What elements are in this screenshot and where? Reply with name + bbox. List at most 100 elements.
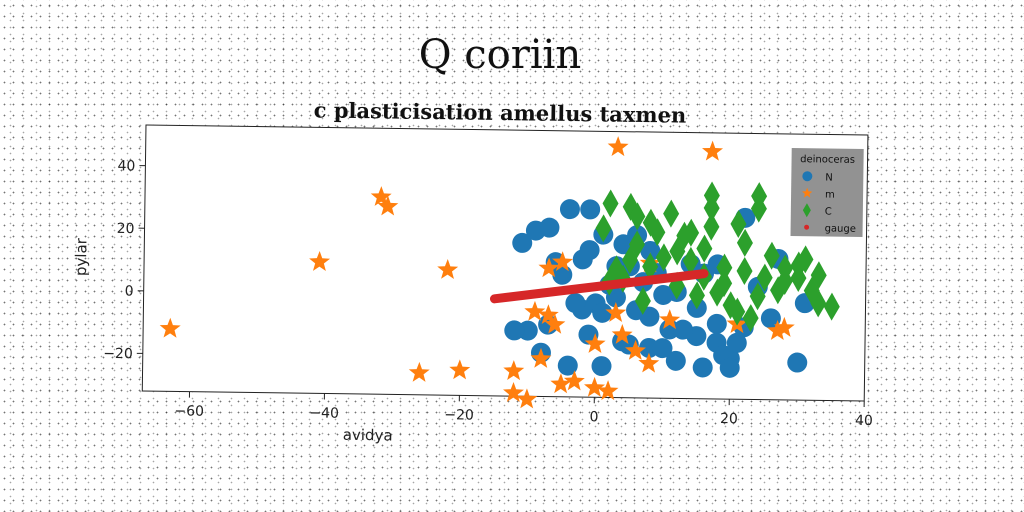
series-n-point (580, 199, 601, 220)
x-axis-label: avidya (343, 426, 393, 445)
series-c-point (810, 289, 827, 318)
series-m-point (584, 333, 606, 354)
legend-box (790, 147, 864, 237)
series-c-point (676, 221, 693, 250)
series-c-point (729, 297, 746, 326)
series-n-point (557, 355, 578, 376)
plot-area (141, 124, 869, 402)
series-m-point (544, 313, 566, 334)
legend-marker-c (802, 203, 811, 218)
series-n-point (692, 357, 713, 378)
series-m-point (159, 317, 181, 338)
series-c-point (810, 261, 827, 290)
y-tick-label: 20 (117, 221, 135, 237)
y-tick-label: 0 (125, 284, 134, 300)
legend-label-gauge: gauge (825, 223, 856, 234)
series-n-point (706, 313, 727, 334)
series-c-point (663, 199, 680, 228)
series-n-point (672, 319, 693, 340)
series-n-point (565, 293, 586, 314)
series-m-point (408, 361, 430, 382)
series-c-point (642, 208, 659, 237)
series-c-point (628, 230, 645, 259)
series-c-point (595, 214, 612, 243)
series-n-point (665, 350, 686, 371)
series-c-point (649, 218, 666, 247)
series-m-point (552, 251, 573, 272)
series-c-point (642, 252, 659, 281)
series-m-point (625, 339, 646, 360)
series-m-point (659, 309, 681, 330)
series-c-point (736, 228, 753, 257)
x-tick-label: −40 (309, 405, 339, 421)
x-tick-label: 40 (855, 413, 873, 429)
x-tick-label: 0 (589, 409, 598, 425)
series-n-point (612, 331, 633, 352)
x-tick-label: −60 (174, 403, 204, 419)
series-n-point (591, 356, 612, 377)
series-n-point (787, 352, 808, 373)
series-n-point (726, 332, 747, 353)
series-n-point (760, 308, 781, 329)
series-n-point (539, 217, 560, 238)
series-n-point (653, 284, 674, 305)
series-m-point (449, 359, 471, 380)
series-c-point (742, 304, 759, 333)
legend-marker-gauge (804, 224, 810, 230)
legend-marker-n (802, 171, 813, 182)
series-c-point (688, 281, 705, 310)
series-c-point (756, 263, 773, 292)
series-c-point (602, 189, 619, 218)
series-c-point (655, 243, 672, 272)
series-c-point (736, 257, 753, 286)
series-n-point (652, 338, 673, 359)
series-c-point (703, 212, 720, 241)
series-m-point (605, 302, 627, 323)
series-c-point (823, 292, 840, 321)
y-axis-label: pylar (72, 237, 91, 276)
series-m-point (530, 347, 552, 368)
legend-marker-m (801, 187, 813, 198)
series-c-point (716, 253, 733, 282)
series-n-point (572, 249, 593, 270)
series-m-point (584, 376, 606, 397)
series-m-point (563, 370, 585, 391)
series-c-point (703, 181, 720, 210)
series-c-point (696, 234, 713, 263)
series-n-point (719, 357, 740, 378)
series-n-point (559, 199, 580, 220)
series-m-point (550, 373, 572, 394)
legend-label-c: C (825, 206, 832, 217)
y-tick-label: 40 (117, 158, 135, 174)
series-c-point (749, 282, 766, 311)
series-m-point (597, 380, 619, 401)
x-tick-label: −20 (444, 407, 474, 423)
series-m-point (767, 320, 788, 340)
series-n-point (512, 232, 533, 253)
series-m-point (773, 316, 795, 337)
x-tick-label: 20 (720, 411, 738, 427)
series-c-point (776, 266, 793, 295)
series-m-point (516, 388, 538, 409)
series-m-point (611, 324, 633, 345)
series-c-point (629, 202, 646, 231)
series-m-point (537, 304, 559, 325)
series-m-point (538, 257, 560, 278)
series-c-point (682, 246, 699, 275)
series-c-point (634, 286, 651, 315)
series-n-point (504, 320, 525, 341)
legend-label-n: N (825, 172, 833, 183)
series-c-point (622, 192, 639, 221)
series-n-point (592, 302, 613, 323)
series-n-point (640, 240, 661, 261)
series-gauge-line (489, 269, 709, 304)
series-m-point (524, 300, 546, 321)
series-m-point (702, 140, 724, 161)
legend-title: deinoceras (800, 154, 855, 166)
series-c-point (730, 210, 747, 239)
series-m-point (503, 360, 525, 381)
y-tick-label: −20 (103, 346, 133, 362)
series-m-point (503, 382, 524, 403)
